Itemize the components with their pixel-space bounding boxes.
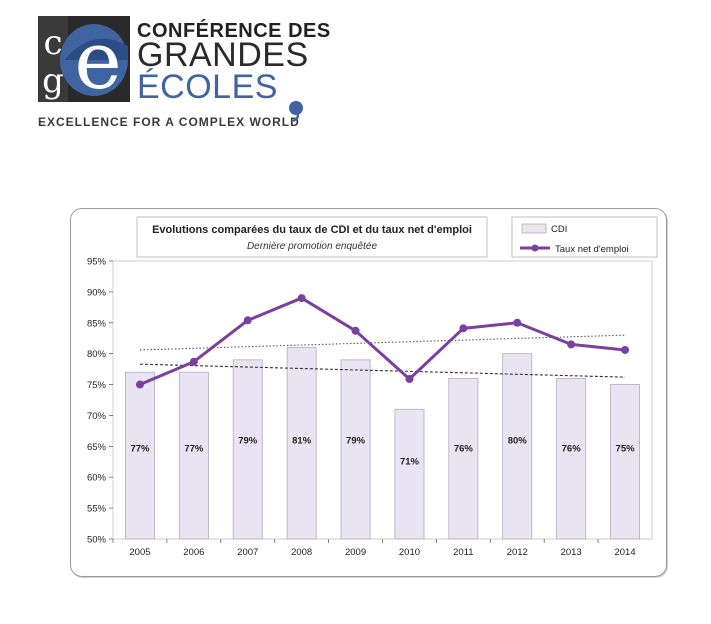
- chart-title: Evolutions comparées du taux de CDI et d…: [152, 224, 472, 236]
- cdi-bar-label: 79%: [346, 435, 366, 446]
- y-tick-label: 70%: [87, 411, 107, 422]
- cdi-bar: [448, 377, 479, 540]
- cge-logo: e c g CONFÉRENCE DES GRANDES ÉCOLES EXCE…: [38, 16, 338, 129]
- cdi-bar-label: 80%: [508, 435, 528, 446]
- emploi-point: [189, 357, 198, 366]
- emploi-point: [621, 345, 630, 354]
- cdi-bar: [178, 371, 209, 540]
- legend-marker: [531, 244, 539, 252]
- x-tick-label: 2008: [291, 547, 312, 558]
- legend-swatch-cdi: [521, 223, 547, 234]
- legend-label-emploi: Taux net d'emploi: [555, 244, 629, 255]
- x-tick-label: 2005: [129, 547, 150, 558]
- svg-text:c: c: [43, 23, 62, 63]
- trendline: [139, 334, 626, 351]
- y-tick-label: 60%: [87, 473, 107, 484]
- x-tick-label: 2012: [507, 547, 528, 558]
- emploi-point: [513, 318, 522, 327]
- x-axis: 2005 2006 2007 2008 2009 2010 2011 2012 2013 2014: [112, 539, 636, 558]
- emploi-point: [135, 380, 144, 389]
- cdi-bar: [556, 377, 587, 540]
- x-tick-label: 2010: [399, 547, 420, 558]
- brand-line-1: CONFÉRENCE DES: [137, 20, 331, 42]
- y-tick-label: 75%: [87, 380, 107, 391]
- x-tick-label: 2006: [183, 547, 204, 558]
- cdi-bar-label: 77%: [184, 443, 204, 454]
- y-tick-label: 80%: [87, 349, 107, 360]
- cdi-bar-label: 79%: [238, 435, 258, 446]
- tagline: EXCELLENCE FOR A COMPLEX WORLD: [38, 115, 300, 129]
- y-axis: 50% 55% 60% 65% 70% 75% 80% 85% 90% 95%: [87, 257, 113, 546]
- line-series: [135, 294, 630, 389]
- x-tick-label: 2009: [345, 547, 366, 558]
- brand-line-2: GRANDES: [137, 36, 309, 74]
- svg-text:e: e: [74, 16, 121, 102]
- y-tick-label: 95%: [87, 257, 107, 268]
- cdi-bar-label: 81%: [292, 435, 312, 446]
- cdi-bar: [394, 408, 425, 540]
- y-tick-label: 85%: [87, 318, 107, 329]
- cdi-bar-label: 76%: [562, 443, 582, 454]
- y-tick-label: 50%: [87, 535, 107, 546]
- emploi-point: [243, 316, 252, 325]
- title-box: [136, 216, 488, 258]
- chart: Evolutions comparées du taux de CDI et d…: [87, 216, 658, 558]
- emploi-point: [567, 340, 576, 349]
- cdi-bar-label: 71%: [400, 456, 420, 467]
- y-tick-label: 55%: [87, 504, 107, 515]
- cge-logo-mark: e c g: [38, 16, 130, 102]
- cdi-bar-label: 75%: [616, 443, 636, 454]
- x-tick-label: 2011: [453, 547, 473, 558]
- svg-text:g: g: [42, 61, 64, 101]
- emploi-point: [405, 374, 414, 383]
- cdi-bar: [340, 359, 371, 540]
- bars: [124, 347, 641, 540]
- emploi-point: [459, 324, 468, 333]
- y-tick-label: 90%: [87, 287, 107, 298]
- x-tick-label: 2007: [237, 547, 258, 558]
- cdi-bar: [286, 347, 317, 540]
- drop-icon: [289, 101, 303, 122]
- cdi-bar-label: 76%: [454, 443, 474, 454]
- bar-labels: 77% 77% 79% 81% 79% 71% 76% 80% 76% 75%: [130, 435, 635, 467]
- chart-subtitle: Dernière promotion enquêtée: [247, 241, 378, 252]
- trendlines: [139, 334, 626, 378]
- x-tick-label: 2013: [561, 547, 582, 558]
- cdi-bar: [610, 384, 641, 540]
- emploi-point: [351, 326, 360, 335]
- emploi-point: [297, 294, 306, 303]
- brand-line-3: ÉCOLES: [137, 68, 278, 106]
- cdi-bar-label: 77%: [130, 443, 150, 454]
- cdi-bar: [232, 359, 263, 540]
- cdi-bar: [502, 353, 533, 540]
- emploi-line: [139, 296, 626, 386]
- trendline: [139, 363, 626, 378]
- cdi-bar: [124, 371, 155, 540]
- legend-label-cdi: CDI: [551, 224, 567, 235]
- x-tick-label: 2014: [614, 547, 635, 558]
- y-tick-label: 65%: [87, 442, 107, 453]
